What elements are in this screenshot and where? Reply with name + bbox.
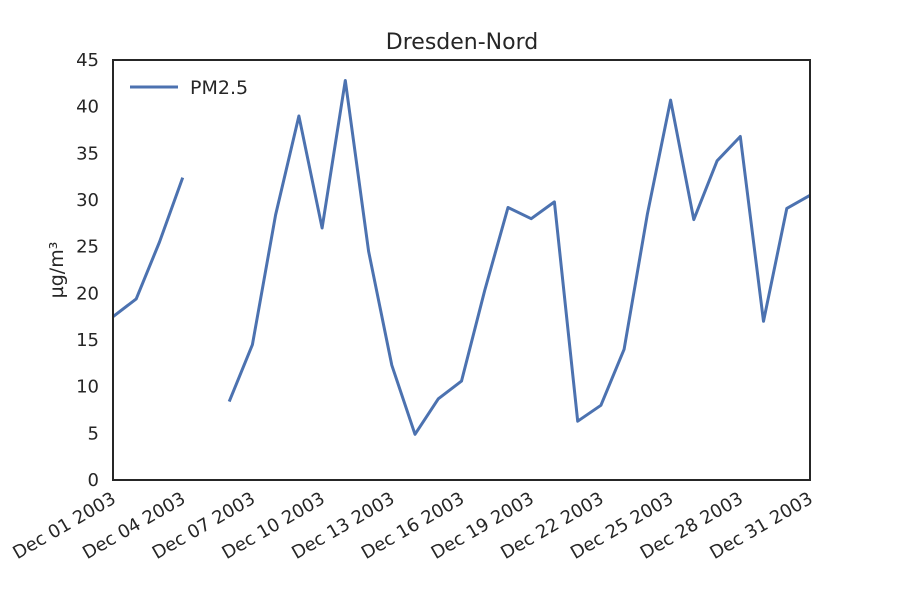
chart-title: Dresden-Nord [386, 30, 538, 55]
legend: PM2.5 [130, 77, 248, 99]
series-line [112, 177, 185, 318]
y-axis-label: µg/m³ [46, 242, 68, 299]
y-tick-label: 5 [88, 423, 99, 444]
y-tick-label: 25 [76, 237, 99, 258]
y-axis-ticks: 0 5 10 15 20 25 30 35 40 45 [76, 50, 99, 491]
y-tick-label: 15 [76, 330, 99, 351]
legend-label: PM2.5 [190, 77, 248, 99]
y-tick-label: 0 [88, 470, 99, 491]
y-tick-label: 10 [76, 377, 99, 398]
series-line [227, 79, 811, 436]
series-lines [112, 79, 811, 436]
y-tick-label: 35 [76, 143, 99, 164]
y-tick-label: 45 [76, 50, 99, 71]
y-tick-label: 20 [76, 283, 99, 304]
y-tick-label: 40 [76, 97, 99, 118]
y-tick-label: 30 [76, 190, 99, 211]
plot-area-frame [112, 59, 811, 481]
